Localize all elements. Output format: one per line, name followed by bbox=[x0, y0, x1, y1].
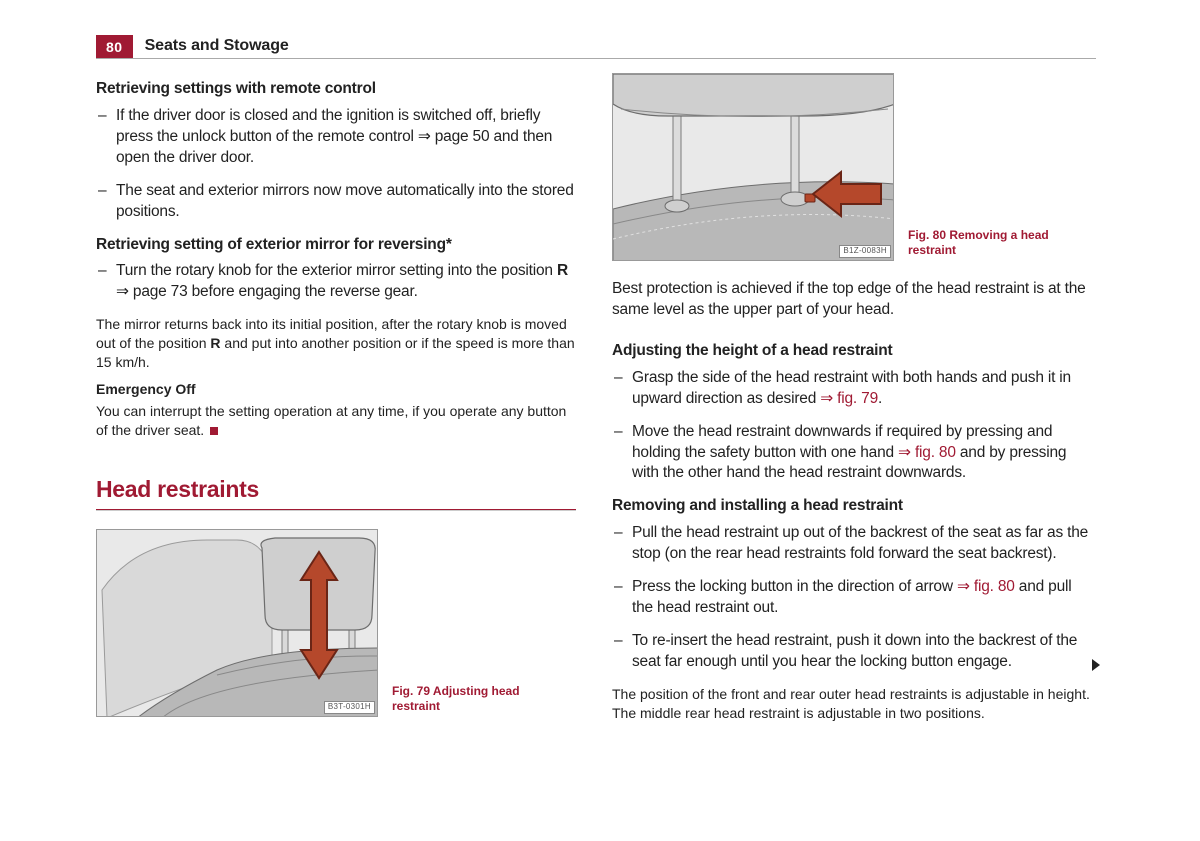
page-number-badge: 80 bbox=[96, 35, 133, 58]
list-item: – Press the locking button in the direct… bbox=[612, 577, 1092, 619]
bullet-text: Press the locking button in the directio… bbox=[632, 577, 1092, 619]
end-square-icon bbox=[210, 427, 218, 435]
bullet-text: Turn the rotary knob for the exterior mi… bbox=[116, 261, 576, 303]
figure-79-image: B3T-0301H bbox=[96, 529, 378, 717]
outro-paragraph: The position of the front and rear outer… bbox=[612, 685, 1092, 723]
list-item: – To re-insert the head restraint, push … bbox=[612, 631, 1092, 673]
paragraph: The mirror returns back into its initial… bbox=[96, 315, 576, 372]
subhead-remove-install: Removing and installing a head restraint bbox=[612, 496, 1092, 517]
section-title-rule bbox=[96, 509, 576, 511]
bullet-text: To re-insert the head restraint, push it… bbox=[632, 631, 1092, 673]
list-item: – If the driver door is closed and the i… bbox=[96, 106, 576, 169]
subhead-emergency: Emergency Off bbox=[96, 380, 576, 399]
fig80-ref: ⇒ fig. 80 bbox=[898, 444, 956, 461]
fig80-ref: ⇒ fig. 80 bbox=[957, 578, 1015, 595]
continue-arrow-icon bbox=[1092, 659, 1100, 671]
content-columns: Retrieving settings with remote control … bbox=[96, 73, 1096, 731]
bullet-dash: – bbox=[612, 368, 632, 410]
list-item: – The seat and exterior mirrors now move… bbox=[96, 181, 576, 223]
list-item: – Turn the rotary knob for the exterior … bbox=[96, 261, 576, 303]
intro-paragraph: Best protection is achieved if the top e… bbox=[612, 279, 1092, 321]
key-r: R bbox=[210, 335, 220, 351]
bullet-text: If the driver door is closed and the ign… bbox=[116, 106, 576, 169]
figure-80-code: B1Z-0083H bbox=[839, 245, 891, 258]
list-item: – Pull the head restraint up out of the … bbox=[612, 523, 1092, 565]
left-column: Retrieving settings with remote control … bbox=[96, 73, 576, 731]
bullet-dash: – bbox=[612, 523, 632, 565]
list-item: – Move the head restraint downwards if r… bbox=[612, 422, 1092, 485]
paragraph: You can interrupt the setting operation … bbox=[96, 402, 576, 440]
figure-79-row: B3T-0301H Fig. 79 Adjusting head restrai… bbox=[96, 529, 576, 717]
figure-80-image: B1Z-0083H bbox=[612, 73, 894, 261]
page-header: 80 Seats and Stowage bbox=[96, 35, 1096, 59]
bullet-dash: – bbox=[612, 577, 632, 619]
bullet-dash: – bbox=[96, 261, 116, 303]
bullet-text: Grasp the side of the head restraint wit… bbox=[632, 368, 1092, 410]
figure-79-code: B3T-0301H bbox=[324, 701, 375, 714]
subhead-adjust-height: Adjusting the height of a head restraint bbox=[612, 341, 1092, 362]
right-column: B1Z-0083H Fig. 80 Removing a head restra… bbox=[612, 73, 1092, 731]
bullet-text: The seat and exterior mirrors now move a… bbox=[116, 181, 576, 223]
bullet-text: Pull the head restraint up out of the ba… bbox=[632, 523, 1092, 565]
figure-80-svg bbox=[613, 74, 894, 261]
figure-80-row: B1Z-0083H Fig. 80 Removing a head restra… bbox=[612, 73, 1092, 261]
bullet-dash: – bbox=[96, 106, 116, 169]
figure-79-caption: Fig. 79 Adjusting head restraint bbox=[392, 684, 562, 717]
page-container: 80 Seats and Stowage Retrieving settings… bbox=[96, 35, 1096, 731]
section-header-title: Seats and Stowage bbox=[145, 37, 289, 58]
subhead-mirror: Retrieving setting of exterior mirror fo… bbox=[96, 235, 576, 256]
section-title-head-restraints: Head restraints bbox=[96, 474, 576, 505]
subhead-remote: Retrieving settings with remote control bbox=[96, 79, 576, 100]
list-item: – Grasp the side of the head restraint w… bbox=[612, 368, 1092, 410]
bullet-dash: – bbox=[96, 181, 116, 223]
bullet-dash: – bbox=[612, 631, 632, 673]
fig79-ref: ⇒ fig. 79 bbox=[820, 390, 878, 407]
figure-79-svg bbox=[97, 530, 378, 717]
figure-80-caption: Fig. 80 Removing a head restraint bbox=[908, 228, 1078, 261]
bullet-text: Move the head restraint downwards if req… bbox=[632, 422, 1092, 485]
key-r: R bbox=[557, 262, 568, 279]
bullet-dash: – bbox=[612, 422, 632, 485]
